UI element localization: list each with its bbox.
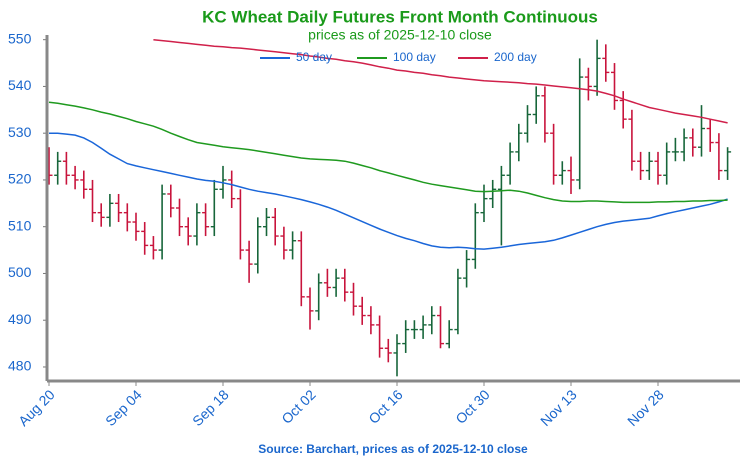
ma-line <box>49 132 728 250</box>
ma-line <box>48 101 728 204</box>
source-note: Source: Barchart, prices as of 2025-12-1… <box>258 442 528 456</box>
legend-label: 50 day <box>296 50 332 64</box>
plot-area <box>47 38 732 377</box>
y-tick-label: 480 <box>8 358 32 374</box>
y-tick-label: 540 <box>8 77 32 93</box>
y-tick-label: 510 <box>8 217 32 233</box>
x-tick-label: Sep 18 <box>189 386 232 429</box>
x-tick-label: Aug 20 <box>15 386 58 429</box>
x-tick-label: Oct 30 <box>452 386 493 427</box>
ma-line <box>153 38 728 124</box>
y-tick-label: 490 <box>8 311 32 327</box>
x-tick-label: Sep 04 <box>102 386 145 429</box>
legend-label: 100 day <box>393 50 436 64</box>
x-tick-label: Oct 16 <box>365 386 406 427</box>
chart-subtitle: prices as of 2025-12-10 close <box>308 27 492 43</box>
axes: 480 490 500 510 520 530 540 550 50 day 100 day 200… <box>8 30 740 429</box>
x-tick-label: Nov 28 <box>624 386 667 429</box>
y-tick-label: 530 <box>8 124 32 140</box>
y-tick-label: 550 <box>8 30 32 46</box>
legend-label: 200 day <box>494 50 537 64</box>
x-tick-label: Oct 02 <box>278 386 319 427</box>
y-tick-label: 520 <box>8 171 32 187</box>
chart-title: KC Wheat Daily Futures Front Month Conti… <box>202 7 598 26</box>
y-tick-label: 500 <box>8 264 32 280</box>
x-tick-label: Nov 13 <box>537 386 580 429</box>
